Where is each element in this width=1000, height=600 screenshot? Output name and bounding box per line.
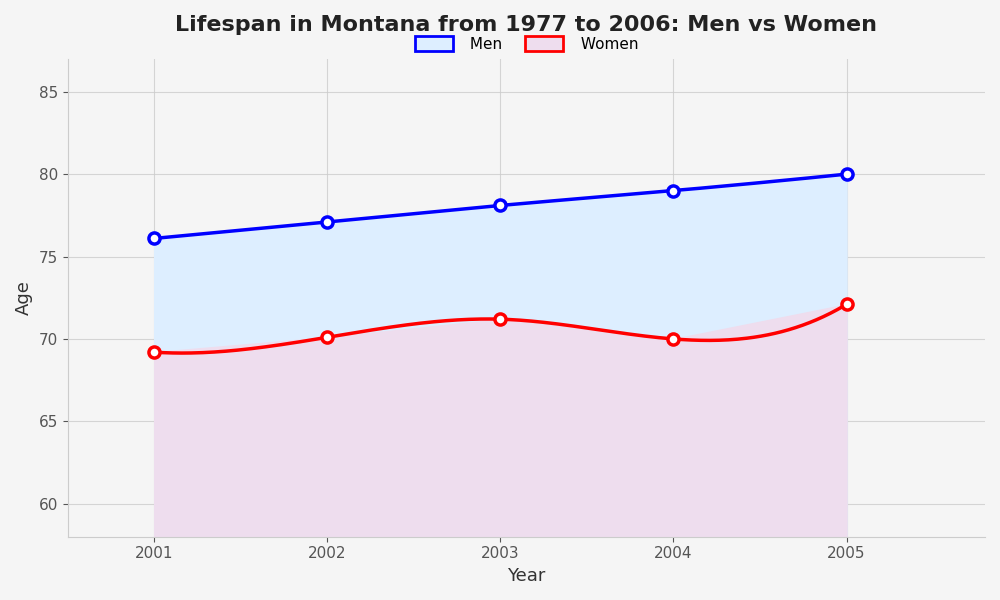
X-axis label: Year: Year — [507, 567, 546, 585]
Legend:  Men,  Women: Men, Women — [407, 28, 646, 59]
Title: Lifespan in Montana from 1977 to 2006: Men vs Women: Lifespan in Montana from 1977 to 2006: M… — [175, 15, 877, 35]
Y-axis label: Age: Age — [15, 280, 33, 315]
